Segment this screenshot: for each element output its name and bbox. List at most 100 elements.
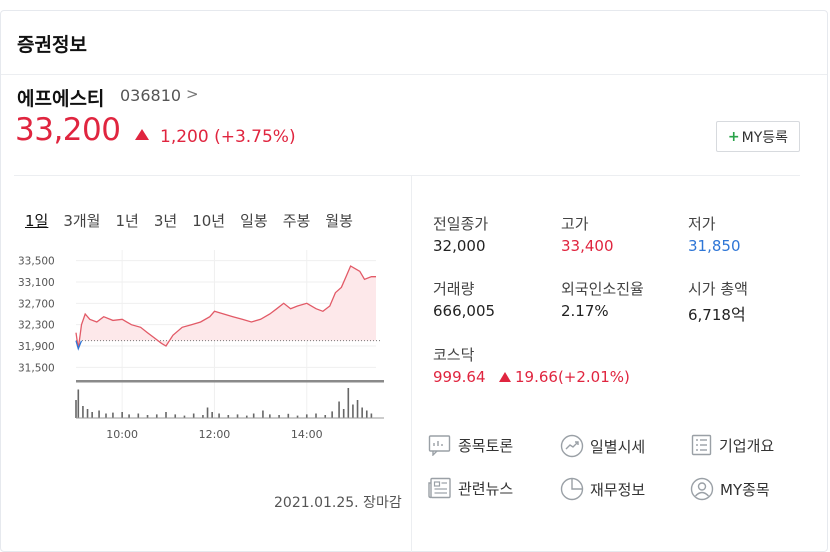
volume-bar xyxy=(236,414,239,418)
volume-bar xyxy=(98,410,100,418)
price-line-down xyxy=(75,340,83,351)
link-label: MY종목 xyxy=(720,480,770,499)
volume-bar xyxy=(206,407,209,418)
y-tick-label: 33,100 xyxy=(18,277,55,289)
company-icon xyxy=(691,434,712,456)
volume-bar xyxy=(262,410,264,418)
link-company-overview[interactable]: 기업개요 xyxy=(691,434,774,456)
discussion-icon xyxy=(428,435,451,456)
x-tick-label: 14:00 xyxy=(291,428,323,441)
link-discussion[interactable]: 종목토론 xyxy=(428,434,513,456)
volume-bar xyxy=(305,414,308,418)
user-icon xyxy=(690,477,714,501)
my-register-button[interactable]: + MY등록 xyxy=(716,121,800,152)
market-close-date: 2021.01.25. 장마감 xyxy=(274,495,402,511)
volume-bar xyxy=(128,414,130,418)
low-label: 저가 xyxy=(688,215,716,233)
stock-info-card: 증권정보 xyxy=(0,10,828,552)
current-price: 33,200 xyxy=(15,112,121,148)
tab-1year[interactable]: 1년 xyxy=(115,212,139,230)
kosdaq-change-percent: (+2.01%) xyxy=(557,368,630,386)
x-tick-label: 12:00 xyxy=(199,428,231,441)
kosdaq-change: 19.66(+2.01%) xyxy=(515,368,630,386)
volume-bar xyxy=(218,413,220,418)
kosdaq-value: 999.64 xyxy=(433,368,486,386)
tab-weekly[interactable]: 주봉 xyxy=(282,212,311,230)
volume-label: 거래량 xyxy=(433,280,475,298)
volume-bar xyxy=(91,412,93,418)
volume-bar xyxy=(112,412,114,418)
volume-bar xyxy=(356,400,359,418)
y-tick-label: 31,900 xyxy=(18,341,55,353)
high-label: 고가 xyxy=(561,215,589,233)
divider-vertical xyxy=(411,176,412,552)
chart-period-tabs: 1일 3개월 1년 3년 10년 일봉 주봉 월봉 xyxy=(25,210,368,231)
link-label: 기업개요 xyxy=(719,436,775,455)
volume-bar xyxy=(331,411,333,418)
volume-bar xyxy=(75,400,77,418)
volume-value: 666,005 xyxy=(433,302,496,320)
market-cap-value: 6,718억 xyxy=(688,301,746,325)
tab-3month[interactable]: 3개월 xyxy=(63,212,101,230)
tab-3year[interactable]: 3년 xyxy=(153,212,178,230)
prev-close-label: 전일종가 xyxy=(433,215,489,233)
tab-daily[interactable]: 일봉 xyxy=(240,212,268,230)
link-label: 재무정보 xyxy=(590,480,646,499)
trend-icon xyxy=(560,434,584,458)
x-tick-label: 10:00 xyxy=(106,428,138,441)
volume-bar xyxy=(296,415,299,418)
foreign-ratio-label: 외국인소진율 xyxy=(561,280,644,298)
volume-bar xyxy=(352,404,354,418)
volume-bar xyxy=(174,414,177,418)
stock-code[interactable]: 036810 xyxy=(120,86,182,105)
up-arrow-icon xyxy=(499,372,511,382)
volume-bar xyxy=(278,415,280,418)
volume-bar xyxy=(338,401,340,418)
price-change-amount: 1,200 xyxy=(160,127,209,147)
volume-bar xyxy=(77,389,80,418)
stock-name[interactable]: 에프에스티 xyxy=(17,88,105,110)
market-cap-label: 시가 총액 xyxy=(688,280,748,298)
volume-bar xyxy=(361,407,363,418)
link-related-news[interactable]: 관련뉴스 xyxy=(428,477,513,499)
volume-bar xyxy=(192,413,195,418)
volume-bar xyxy=(202,415,204,418)
volume-bar xyxy=(370,413,373,418)
y-tick-label: 33,500 xyxy=(18,256,55,268)
prev-close-value: 32,000 xyxy=(433,237,486,255)
link-my-stocks[interactable]: MY종목 xyxy=(690,477,770,501)
price-change: 1,200 (+3.75%) xyxy=(160,127,296,147)
plus-icon: + xyxy=(727,128,740,145)
volume-bar xyxy=(105,413,107,418)
y-tick-label: 32,700 xyxy=(18,298,55,310)
volume-bar xyxy=(183,415,186,418)
kosdaq-label[interactable]: 코스닥 xyxy=(433,346,475,364)
link-label: 일별시세 xyxy=(590,437,646,456)
link-label: 관련뉴스 xyxy=(458,479,514,498)
news-icon xyxy=(428,477,451,499)
axis-separator xyxy=(76,380,384,383)
chevron-right-icon[interactable]: > xyxy=(186,85,199,103)
card-title: 증권정보 xyxy=(17,34,87,56)
card-header: 증권정보 xyxy=(1,11,827,75)
tab-monthly[interactable]: 월봉 xyxy=(325,212,353,230)
y-tick-label: 32,300 xyxy=(18,320,55,332)
tab-10year[interactable]: 10년 xyxy=(192,212,226,230)
volume-bar xyxy=(155,414,158,418)
volume-bar xyxy=(269,414,271,418)
volume-bar xyxy=(211,412,213,418)
divider xyxy=(14,175,800,176)
volume-bar xyxy=(227,415,230,418)
low-value: 31,850 xyxy=(688,237,741,255)
link-financial-info[interactable]: 재무정보 xyxy=(560,477,645,501)
volume-bar xyxy=(121,412,123,418)
link-daily-prices[interactable]: 일별시세 xyxy=(560,434,645,458)
y-tick-label: 31,500 xyxy=(18,362,55,374)
volume-bar xyxy=(324,415,327,418)
volume-bar xyxy=(252,413,255,418)
tab-1day[interactable]: 1일 xyxy=(25,212,49,230)
intraday-chart[interactable]: 33,500 33,100 32,700 32,300 31,900 31,500 10:0… xyxy=(14,242,394,452)
volume-bar xyxy=(287,413,290,418)
volume-bar xyxy=(82,406,84,418)
my-register-label: MY등록 xyxy=(741,129,789,146)
